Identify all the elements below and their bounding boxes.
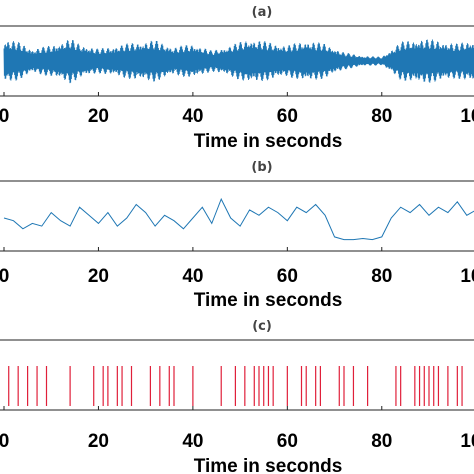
x-tick-label: 80	[371, 106, 392, 127]
panel-b-title: (b)	[251, 160, 272, 175]
panel-b-plot-area	[0, 180, 474, 252]
axes-frame	[0, 25, 474, 97]
signal-waveform	[3, 39, 474, 84]
panel-a: (a) 0 20 40 60 80 100 Time in seconds	[0, 5, 474, 152]
x-tick-label: 80	[371, 431, 392, 452]
panel-b-ticks: 0 20 40 60 80 100	[0, 247, 474, 287]
x-tick-label: 40	[182, 266, 203, 287]
panel-c-title: (c)	[252, 319, 272, 334]
x-tick-label: 20	[88, 431, 109, 452]
panel-c-ticks: 0 20 40 60 80 100	[0, 406, 474, 452]
x-tick-label: 60	[277, 431, 298, 452]
x-tick-label: 0	[0, 266, 9, 287]
x-tick-label: 20	[88, 266, 109, 287]
panel-a-title: (a)	[252, 5, 273, 20]
x-tick-label: 100	[460, 431, 474, 452]
x-tick-label: 60	[277, 266, 298, 287]
x-tick-label: 60	[277, 106, 298, 127]
axes-frame	[0, 339, 474, 411]
x-tick-label: 0	[0, 106, 9, 127]
x-tick-label: 100	[460, 106, 474, 127]
panel-a-ticks: 0 20 40 60 80 100	[0, 92, 474, 127]
x-tick-label: 40	[182, 431, 203, 452]
x-tick-label: 80	[371, 266, 392, 287]
x-tick-label: 100	[460, 266, 474, 287]
panel-a-plot-area	[0, 25, 474, 97]
x-tick-label: 40	[182, 106, 203, 127]
panel-b-xlabel: Time in seconds	[194, 290, 343, 311]
x-tick-label: 0	[0, 431, 9, 452]
panel-c: (c) 0 20 40 60 80 100 Time in seconds	[0, 319, 474, 474]
axes-frame	[0, 180, 474, 252]
panel-a-xlabel: Time in seconds	[194, 131, 343, 152]
panel-b: (b) 0 20 40 60 80 100 Time in seconds	[0, 160, 474, 311]
x-tick-label: 20	[88, 106, 109, 127]
panel-c-plot-area	[0, 339, 474, 411]
panel-c-xlabel: Time in seconds	[194, 456, 343, 474]
series-line	[3, 197, 474, 241]
